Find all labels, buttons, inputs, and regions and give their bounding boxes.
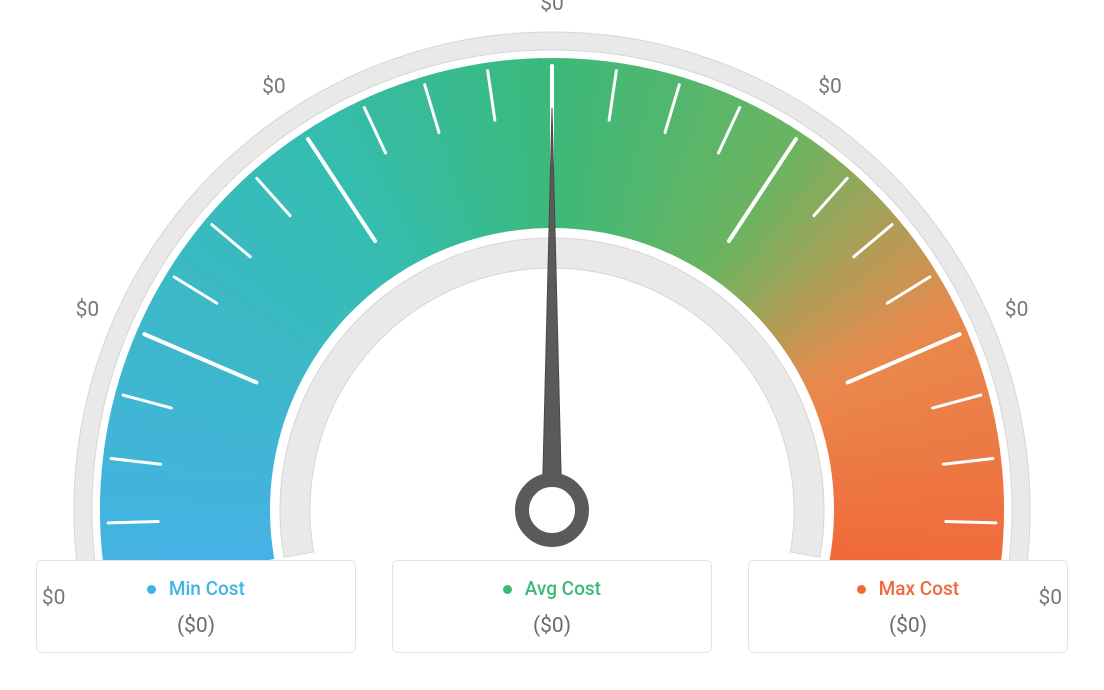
gauge-chart: $0$0$0$0$0$0$0 (0, 0, 1104, 560)
legend-value-avg: ($0) (403, 614, 701, 638)
legend-title-min: Min Cost (147, 577, 245, 600)
legend-label-max: Max Cost (879, 577, 959, 600)
gauge-tick-label: $0 (1005, 298, 1029, 322)
legend-dot-max (857, 585, 866, 594)
gauge-tick-label: $0 (540, 0, 564, 16)
gauge-tick-label: $0 (818, 75, 842, 99)
legend-title-max: Max Cost (857, 577, 959, 600)
legend-label-avg: Avg Cost (525, 577, 601, 600)
legend-dot-avg (503, 585, 512, 594)
legend-dot-min (147, 585, 156, 594)
gauge-tick-label: $0 (262, 75, 286, 99)
legend-value-max: ($0) (759, 614, 1057, 638)
legend-row: Min Cost ($0) Avg Cost ($0) Max Cost ($0… (0, 560, 1104, 653)
legend-card-avg: Avg Cost ($0) (392, 560, 712, 653)
legend-label-min: Min Cost (169, 577, 245, 600)
gauge-tick-label: $0 (1039, 586, 1063, 610)
gauge-tick-label: $0 (42, 586, 66, 610)
legend-value-min: ($0) (47, 614, 345, 638)
legend-title-avg: Avg Cost (503, 577, 601, 600)
gauge-tick-label: $0 (76, 298, 100, 322)
legend-card-max: Max Cost ($0) (748, 560, 1068, 653)
legend-card-min: Min Cost ($0) (36, 560, 356, 653)
gauge-svg (0, 0, 1104, 560)
